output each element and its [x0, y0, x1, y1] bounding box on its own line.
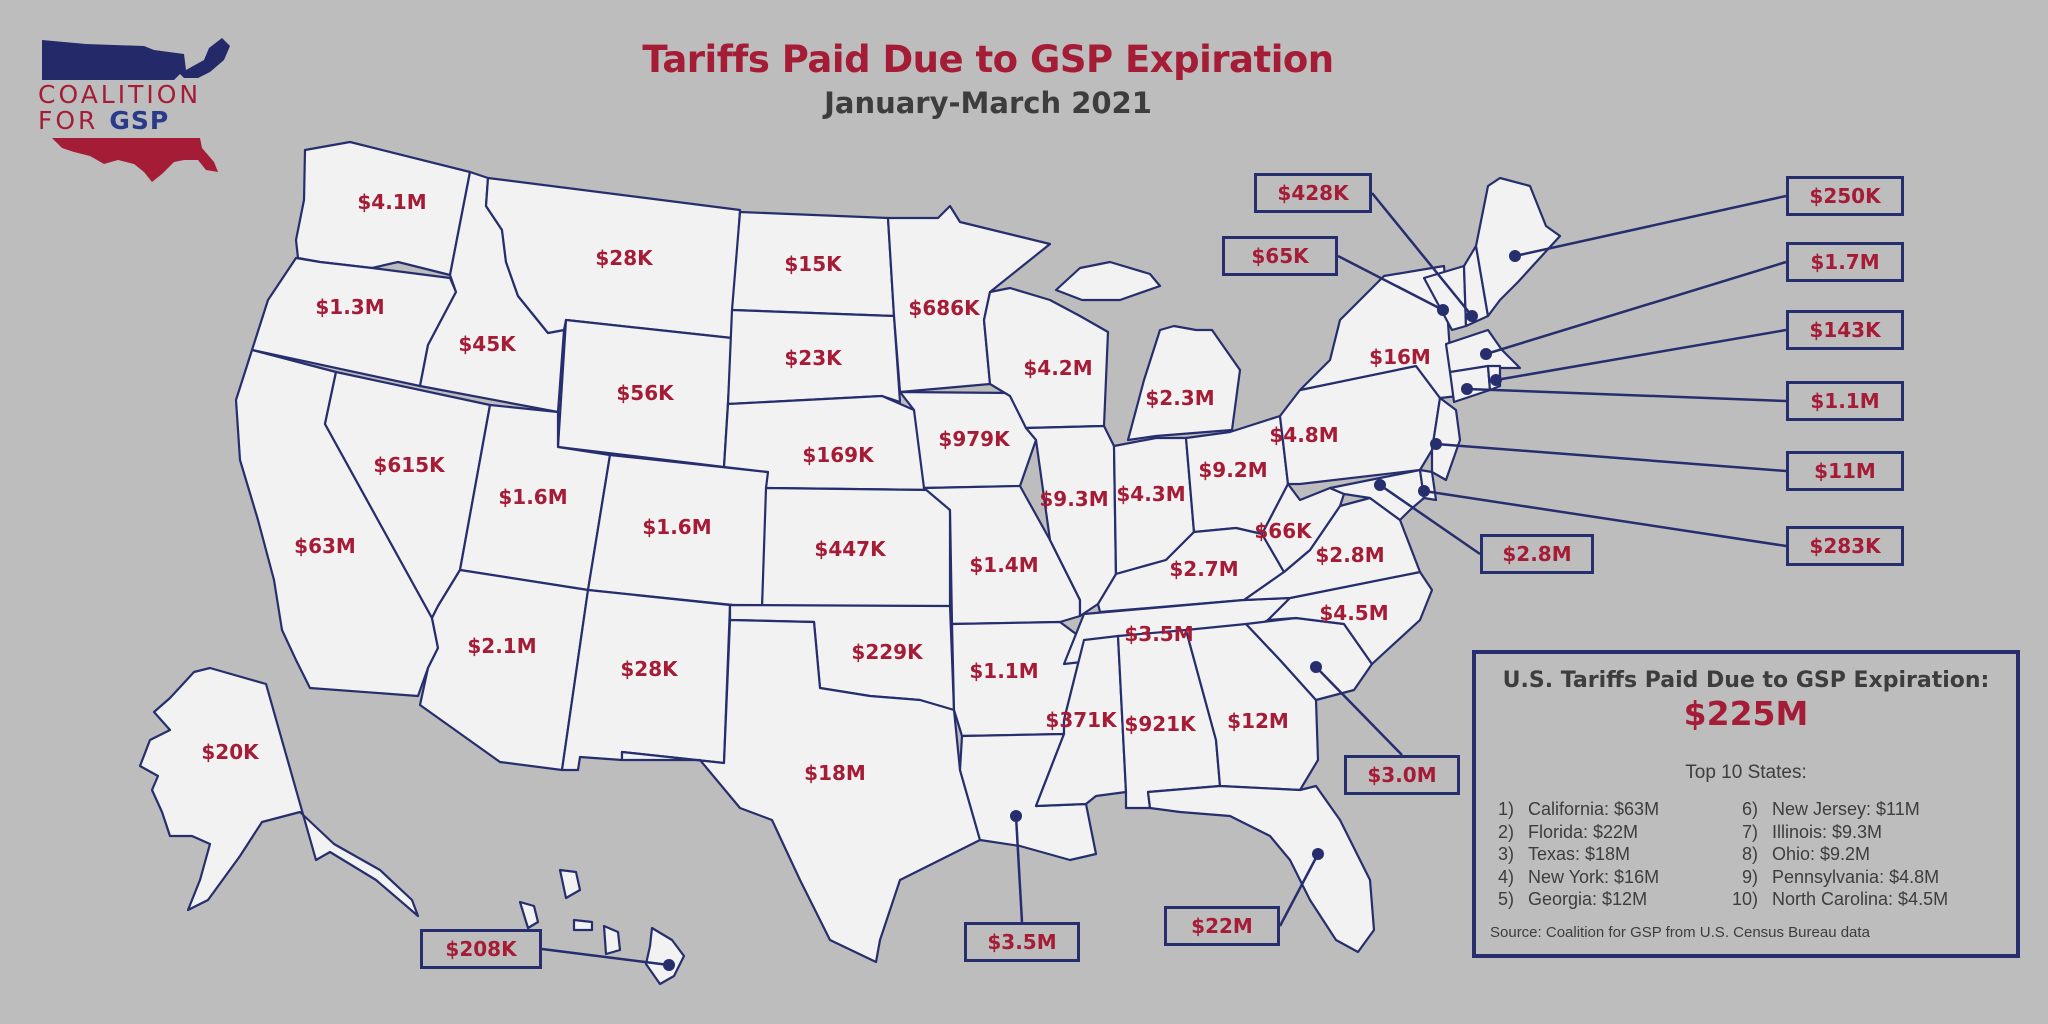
state-maine [1474, 176, 1562, 318]
value-pennsylvania: $4.8M [1269, 423, 1339, 447]
page-subtitle: January-March 2021 [824, 86, 1152, 120]
top10-item: 10) North Carolina: $4.5M [1731, 889, 1949, 909]
callout-hawaii: $208K [420, 929, 542, 969]
value-south-dakota: $23K [784, 346, 842, 370]
logo-gsp: GSP [109, 106, 170, 135]
top10-item: 7) Illinois: $9.3M [1741, 821, 1883, 842]
value-new-mexico: $28K [620, 657, 678, 681]
top10-list-right: 6) New Jersey: $11M 7) Illinois: $9.3M 8) O… [1726, 798, 1948, 911]
callout-dots [663, 250, 1521, 971]
value-north-dakota: $15K [784, 252, 842, 276]
state-shapes [138, 140, 1562, 986]
value-michigan: $2.3M [1145, 386, 1215, 410]
logo-line-coalition: COALITION [38, 80, 202, 109]
value-mississippi: $371K [1045, 708, 1117, 732]
state-hawaii [644, 926, 686, 986]
callout-maine: $250K [1786, 176, 1904, 216]
top10-item: 6) New Jersey: $11M [1741, 799, 1920, 819]
top10-item: 5) Georgia: $12M [1497, 889, 1648, 909]
top10-item: 3) Texas: $18M [1497, 844, 1631, 864]
top10-item: 2) Florida: $22M [1497, 821, 1639, 842]
callout-connecticut: $1.1M [1786, 381, 1904, 421]
value-west-virginia: $66K [1254, 519, 1312, 543]
source-note: Source: Coalition for GSP from U.S. Cens… [1490, 924, 1870, 941]
summary-total: $225M [1683, 694, 1809, 733]
value-california: $63M [294, 534, 356, 558]
logo-line-for-gsp: FOR GSP [38, 106, 169, 135]
value-tennessee: $3.5M [1124, 622, 1194, 646]
value-alaska: $20K [201, 740, 259, 764]
state-michigan-up [1054, 260, 1162, 302]
us-silhouette-logo-icon [42, 38, 230, 182]
value-alabama: $921K [1124, 712, 1196, 736]
value-washington: $4.1M [357, 190, 427, 214]
value-arkansas: $1.1M [969, 659, 1039, 683]
callout-leader-lines [541, 192, 1787, 967]
value-wyoming: $56K [616, 381, 674, 405]
value-ohio: $9.2M [1198, 458, 1268, 482]
value-new-york: $16M [1369, 345, 1431, 369]
callout-delaware: $283K [1786, 526, 1904, 566]
value-kansas: $447K [814, 537, 886, 561]
coalition-for-gsp-logo: COALITION FOR GSP [34, 34, 234, 184]
callout-new-hampshire: $428K [1254, 173, 1372, 213]
value-arizona: $2.1M [467, 634, 537, 658]
value-oregon: $1.3M [315, 295, 385, 319]
value-missouri: $1.4M [969, 553, 1039, 577]
value-oklahoma: $229K [851, 640, 923, 664]
callout-south-carolina: $3.0M [1344, 755, 1460, 795]
value-utah: $1.6M [498, 485, 568, 509]
callout-massachusetts: $1.7M [1786, 242, 1904, 282]
top10-item: 9) Pennsylvania: $4.8M [1741, 866, 1940, 887]
value-wisconsin: $4.2M [1023, 356, 1093, 380]
top10-item: 8) Ohio: $9.2M [1741, 844, 1871, 864]
summary-heading: U.S. Tariffs Paid Due to GSP Expiration: [1502, 668, 1990, 693]
top10-item: 4) New York: $16M [1497, 866, 1660, 887]
page-title: Tariffs Paid Due to GSP Expiration [642, 38, 1334, 81]
value-minnesota: $686K [908, 296, 980, 320]
top10-item: 1) California: $63M [1497, 799, 1660, 819]
callout-rhode-island: $143K [1786, 310, 1904, 350]
summary-box: U.S. Tariffs Paid Due to GSP Expiration:… [1472, 650, 2020, 958]
top10-label: Top 10 States: [1685, 762, 1807, 783]
value-idaho: $45K [458, 332, 516, 356]
callout-florida: $22M [1164, 906, 1280, 946]
state-michigan [1126, 324, 1242, 442]
value-illinois: $9.3M [1039, 487, 1109, 511]
state-illinois [1024, 424, 1118, 618]
value-virginia: $2.8M [1315, 543, 1385, 567]
callout-maryland: $2.8M [1480, 534, 1594, 574]
state-florida [1146, 784, 1376, 954]
value-kentucky: $2.7M [1169, 557, 1239, 581]
value-colorado: $1.6M [642, 515, 712, 539]
logo-for: FOR [38, 106, 99, 135]
value-indiana: $4.3M [1116, 482, 1186, 506]
value-texas: $18M [804, 761, 866, 785]
value-georgia: $12M [1227, 709, 1289, 733]
callout-louisiana: $3.5M [964, 922, 1080, 962]
value-north-carolina: $4.5M [1319, 601, 1389, 625]
state-texas [620, 618, 982, 964]
value-montana: $28K [595, 246, 653, 270]
value-nebraska: $169K [802, 443, 874, 467]
callout-new-jersey: $11M [1786, 451, 1904, 491]
callout-vermont: $65K [1222, 236, 1338, 276]
value-nevada: $615K [373, 453, 445, 477]
value-iowa: $979K [938, 427, 1010, 451]
hawaii-islands [518, 868, 622, 956]
state-arizona [418, 568, 590, 772]
state-alaska [138, 666, 420, 918]
top10-list-left: 1) California: $63M 2) Florida: $22M 3) Tex… [1482, 798, 1659, 911]
